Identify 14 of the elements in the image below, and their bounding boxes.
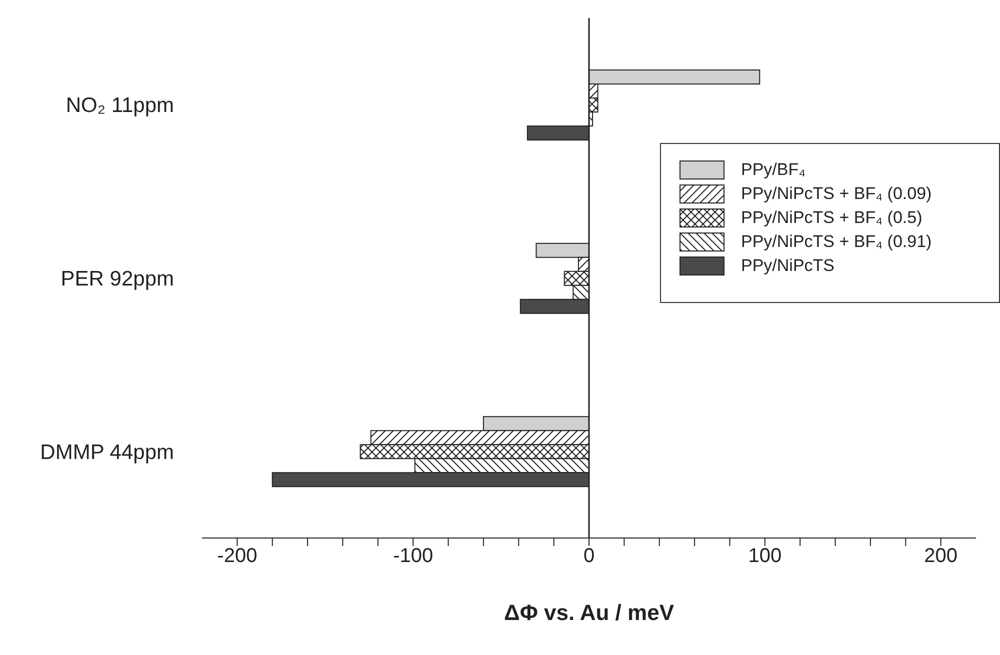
legend-label: PPy/NiPcTS + BF₄ (0.5) xyxy=(741,208,922,228)
legend-label: PPy/NiPcTS + BF₄ (0.91) xyxy=(741,232,932,252)
legend-label: PPy/NiPcTS + BF₄ (0.09) xyxy=(741,184,932,204)
x-tick-label: 200 xyxy=(924,545,958,568)
legend-label: PPy/NiPcTS xyxy=(741,256,835,276)
y-tick-label: NO₂ 11ppm xyxy=(66,94,174,118)
x-tick-label: 100 xyxy=(748,545,782,568)
x-tick-label: 0 xyxy=(583,545,595,568)
x-tick-label: -200 xyxy=(217,545,258,568)
x-axis-title: ΔΦ vs. Au / meV xyxy=(504,600,674,625)
x-tick-label: -100 xyxy=(393,545,434,568)
legend-label: PPy/BF₄ xyxy=(741,160,806,180)
y-tick-label: PER 92ppm xyxy=(60,267,174,290)
y-tick-label: DMMP 44ppm xyxy=(40,440,174,464)
